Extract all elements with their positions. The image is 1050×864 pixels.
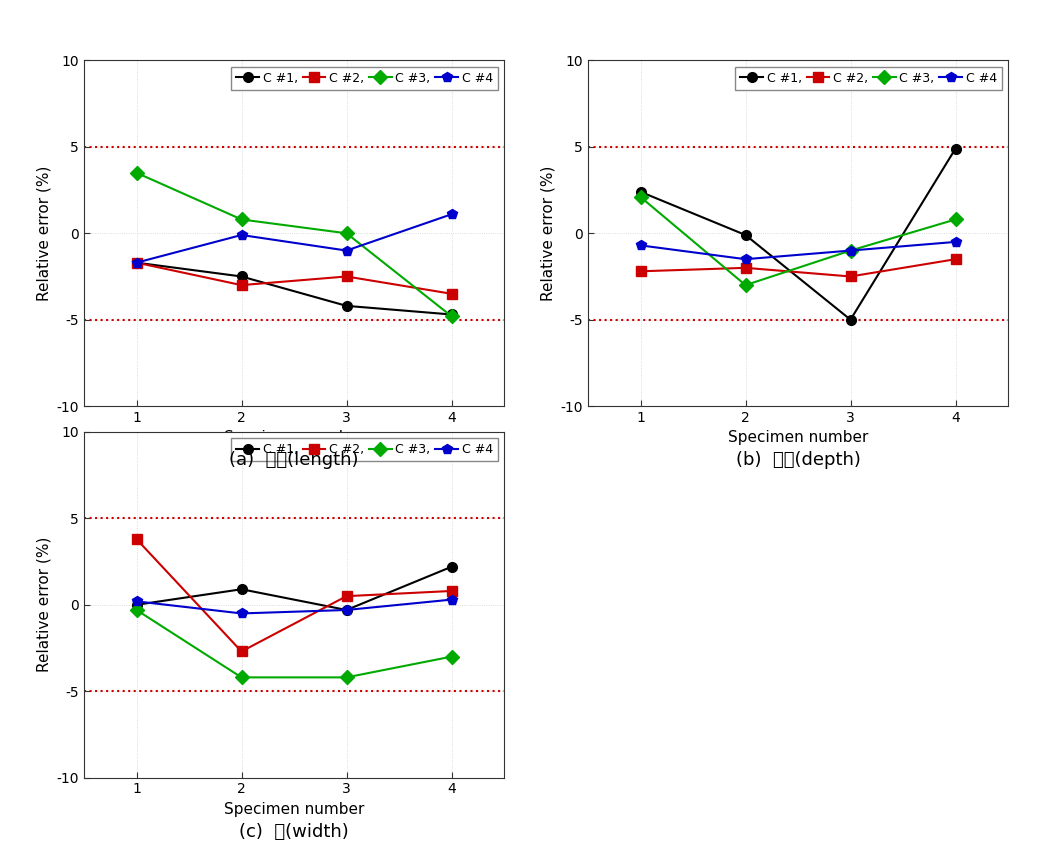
C #2,: [634, 266, 647, 276]
C #2,: [445, 586, 458, 596]
C #1,: [235, 584, 248, 594]
C #4: [340, 245, 353, 256]
C #3,: [445, 311, 458, 321]
C #4: [949, 237, 962, 247]
X-axis label: Specimen number: Specimen number: [224, 802, 364, 817]
Text: (c)  폭(width): (c) 폭(width): [239, 823, 349, 841]
Line: C #1,: C #1,: [635, 143, 961, 325]
X-axis label: Specimen number: Specimen number: [224, 430, 364, 446]
C #2,: [949, 254, 962, 264]
C #1,: [445, 562, 458, 572]
C #3,: [340, 672, 353, 683]
C #2,: [445, 289, 458, 299]
C #1,: [844, 314, 857, 325]
Line: C #3,: C #3,: [635, 192, 961, 290]
C #3,: [739, 280, 752, 290]
Legend: C #1,, C #2,, C #3,, C #4: C #1,, C #2,, C #3,, C #4: [735, 67, 1002, 90]
Y-axis label: Relative error (%): Relative error (%): [540, 166, 555, 301]
C #1,: [739, 230, 752, 240]
C #4: [130, 257, 143, 268]
Legend: C #1,, C #2,, C #3,, C #4: C #1,, C #2,, C #3,, C #4: [231, 67, 498, 90]
C #2,: [130, 257, 143, 268]
Legend: C #1,, C #2,, C #3,, C #4: C #1,, C #2,, C #3,, C #4: [231, 438, 498, 461]
Line: C #2,: C #2,: [131, 257, 457, 299]
C #4: [235, 230, 248, 240]
C #1,: [235, 271, 248, 282]
Line: C #4: C #4: [131, 594, 457, 619]
C #1,: [445, 309, 458, 320]
Text: (b)  깊이(depth): (b) 깊이(depth): [736, 451, 860, 469]
C #2,: [130, 534, 143, 544]
C #1,: [340, 605, 353, 615]
C #3,: [634, 192, 647, 202]
Y-axis label: Relative error (%): Relative error (%): [36, 537, 51, 672]
Line: C #1,: C #1,: [131, 257, 457, 320]
Line: C #3,: C #3,: [131, 168, 457, 321]
Line: C #4: C #4: [131, 209, 457, 268]
Line: C #3,: C #3,: [131, 605, 457, 683]
Line: C #2,: C #2,: [635, 254, 961, 282]
C #3,: [844, 245, 857, 256]
C #2,: [340, 271, 353, 282]
C #1,: [949, 143, 962, 154]
C #2,: [235, 280, 248, 290]
C #4: [340, 605, 353, 615]
C #4: [130, 596, 143, 607]
C #4: [739, 254, 752, 264]
Text: (a)  길이(length): (a) 길이(length): [229, 451, 359, 469]
C #1,: [340, 301, 353, 311]
C #3,: [130, 168, 143, 178]
C #2,: [844, 271, 857, 282]
C #4: [445, 594, 458, 605]
C #2,: [739, 263, 752, 273]
C #2,: [235, 646, 248, 657]
C #3,: [445, 651, 458, 662]
C #4: [844, 245, 857, 256]
Y-axis label: Relative error (%): Relative error (%): [36, 166, 51, 301]
C #4: [634, 240, 647, 251]
C #4: [235, 608, 248, 619]
C #3,: [949, 214, 962, 225]
C #3,: [235, 214, 248, 225]
C #1,: [130, 600, 143, 610]
Line: C #4: C #4: [635, 237, 961, 264]
C #3,: [340, 228, 353, 238]
C #3,: [130, 605, 143, 615]
C #1,: [634, 187, 647, 197]
C #4: [445, 209, 458, 219]
C #1,: [130, 257, 143, 268]
Line: C #1,: C #1,: [131, 562, 457, 615]
X-axis label: Specimen number: Specimen number: [728, 430, 868, 446]
Line: C #2,: C #2,: [131, 534, 457, 657]
C #3,: [235, 672, 248, 683]
C #2,: [340, 591, 353, 601]
